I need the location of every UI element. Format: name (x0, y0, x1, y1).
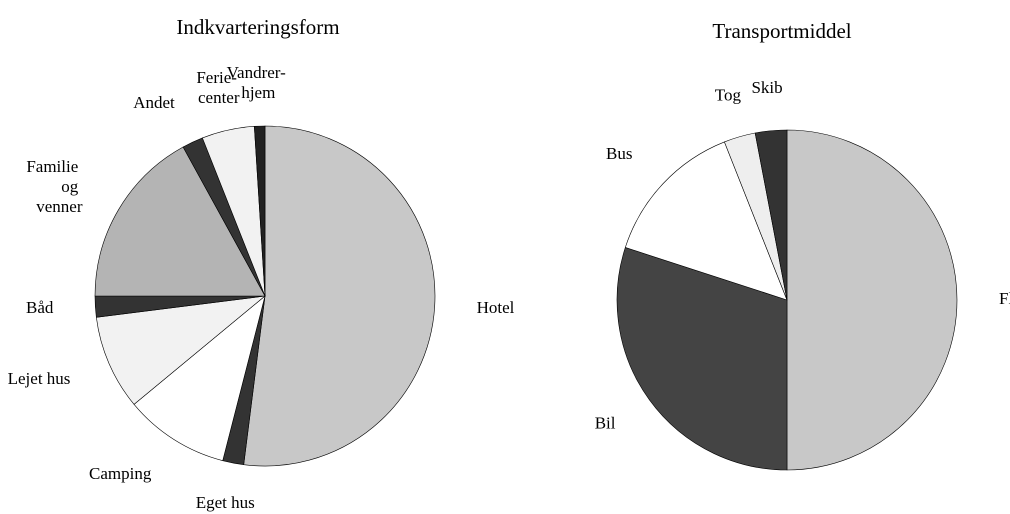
pie-slice (624, 141, 788, 301)
slice-label: Hotel (477, 298, 515, 317)
chart-title: Transportmiddel (712, 19, 851, 43)
slice-label: Andet (133, 93, 175, 112)
slice-label: Vandrer- hjem (227, 63, 290, 102)
slice-label: Camping (89, 464, 152, 483)
pie-slice (786, 129, 958, 471)
pie-slice (133, 295, 266, 462)
slice-label: Eget hus (196, 493, 255, 512)
slice-label: Familie og venner (26, 157, 83, 216)
pie-slice (754, 129, 788, 301)
slice-label: Lejet hus (8, 369, 71, 388)
pie-slice (243, 125, 436, 467)
slice-label: Bil (595, 414, 616, 433)
slice-label: Ferie- center (196, 68, 241, 107)
slice-label: Bus (606, 144, 632, 163)
pie-slice (96, 295, 266, 405)
pie-slice (616, 247, 788, 471)
slice-label: Skib (751, 78, 782, 97)
pie-slice (94, 146, 266, 297)
slice-label: Tog (715, 85, 742, 104)
pie-slice (254, 125, 266, 297)
slice-label: Fly (999, 289, 1010, 308)
slice-label: Båd (26, 298, 54, 317)
chart-title: Indkvarteringsform (176, 15, 339, 39)
